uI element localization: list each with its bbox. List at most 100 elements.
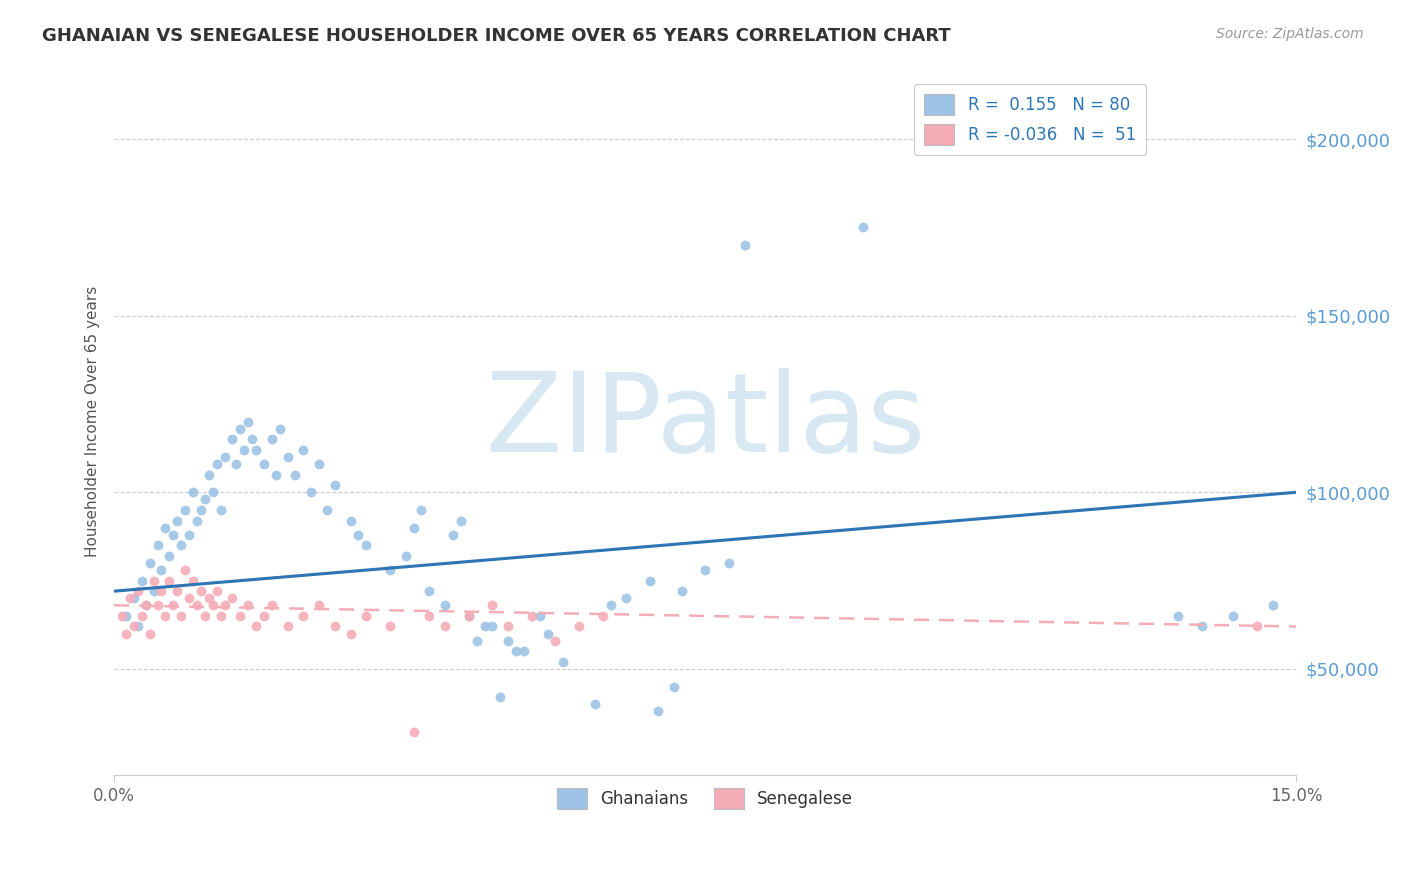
Point — [253, 608, 276, 623]
Point — [162, 599, 184, 613]
Point — [599, 599, 621, 613]
Point — [150, 584, 173, 599]
Point — [157, 574, 180, 588]
Point — [434, 599, 457, 613]
Point — [225, 457, 247, 471]
Point — [205, 584, 228, 599]
Point — [1167, 608, 1189, 623]
Point — [214, 599, 236, 613]
Point — [201, 485, 224, 500]
Point — [647, 704, 669, 718]
Point — [115, 608, 138, 623]
Point — [186, 514, 208, 528]
Point — [221, 591, 243, 606]
Point — [339, 626, 361, 640]
Point — [457, 608, 479, 623]
Point — [434, 619, 457, 633]
Point — [395, 549, 418, 563]
Point — [233, 442, 256, 457]
Point — [170, 538, 193, 552]
Point — [339, 514, 361, 528]
Point — [717, 556, 740, 570]
Point — [194, 608, 217, 623]
Point — [260, 433, 283, 447]
Point — [402, 520, 425, 534]
Point — [638, 574, 661, 588]
Point — [142, 574, 165, 588]
Point — [465, 633, 488, 648]
Point — [155, 520, 177, 534]
Point — [260, 599, 283, 613]
Point — [186, 599, 208, 613]
Point — [356, 538, 378, 552]
Point — [568, 619, 591, 633]
Point — [378, 563, 401, 577]
Point — [146, 538, 169, 552]
Point — [277, 619, 299, 633]
Point — [162, 527, 184, 541]
Point — [277, 450, 299, 464]
Point — [122, 591, 145, 606]
Point — [496, 633, 519, 648]
Point — [323, 619, 346, 633]
Point — [181, 485, 204, 500]
Point — [671, 584, 693, 599]
Text: ZIPatlas: ZIPatlas — [485, 368, 925, 475]
Point — [450, 514, 472, 528]
Point — [229, 608, 252, 623]
Point — [695, 563, 717, 577]
Point — [135, 599, 157, 613]
Point — [852, 220, 875, 235]
Point — [181, 574, 204, 588]
Point — [150, 563, 173, 577]
Point — [1246, 619, 1268, 633]
Point — [155, 608, 177, 623]
Point — [166, 584, 188, 599]
Point — [236, 599, 259, 613]
Text: GHANAIAN VS SENEGALESE HOUSEHOLDER INCOME OVER 65 YEARS CORRELATION CHART: GHANAIAN VS SENEGALESE HOUSEHOLDER INCOM… — [42, 27, 950, 45]
Point — [127, 584, 149, 599]
Point — [127, 619, 149, 633]
Point — [201, 599, 224, 613]
Point — [489, 690, 512, 705]
Point — [170, 608, 193, 623]
Point — [138, 626, 160, 640]
Point — [209, 608, 232, 623]
Point — [583, 697, 606, 711]
Point — [662, 680, 685, 694]
Point — [481, 619, 503, 633]
Point — [122, 619, 145, 633]
Point — [505, 644, 527, 658]
Point — [292, 608, 315, 623]
Point — [544, 633, 567, 648]
Point — [520, 608, 543, 623]
Point — [734, 238, 756, 252]
Point — [292, 442, 315, 457]
Point — [131, 608, 153, 623]
Point — [253, 457, 276, 471]
Point — [481, 599, 503, 613]
Point — [1261, 599, 1284, 613]
Point — [174, 503, 197, 517]
Point — [418, 584, 440, 599]
Point — [209, 503, 232, 517]
Point — [229, 422, 252, 436]
Text: Source: ZipAtlas.com: Source: ZipAtlas.com — [1216, 27, 1364, 41]
Point — [536, 626, 558, 640]
Point — [221, 433, 243, 447]
Point — [418, 608, 440, 623]
Point — [496, 619, 519, 633]
Point — [135, 599, 157, 613]
Point — [131, 574, 153, 588]
Point — [197, 591, 219, 606]
Point — [157, 549, 180, 563]
Point — [118, 591, 141, 606]
Point — [177, 527, 200, 541]
Point — [616, 591, 638, 606]
Point — [264, 467, 287, 482]
Point — [269, 422, 291, 436]
Point — [166, 514, 188, 528]
Point — [205, 457, 228, 471]
Point — [316, 503, 339, 517]
Point — [142, 584, 165, 599]
